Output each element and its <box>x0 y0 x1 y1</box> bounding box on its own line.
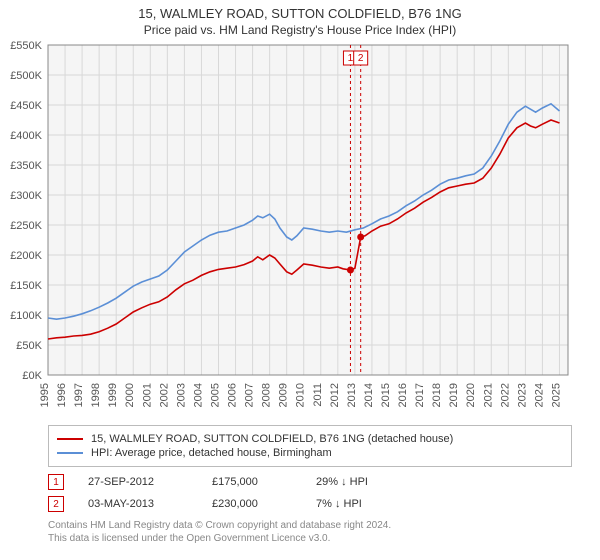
y-tick-label: £350K <box>10 160 42 172</box>
x-tick-label: 2003 <box>175 383 187 407</box>
title-main: 15, WALMLEY ROAD, SUTTON COLDFIELD, B76 … <box>0 6 600 21</box>
x-tick-label: 2004 <box>192 383 204 407</box>
sales-date: 03-MAY-2013 <box>88 498 188 510</box>
sales-price: £175,000 <box>212 476 292 488</box>
x-tick-label: 2021 <box>482 383 494 407</box>
x-tick-label: 2008 <box>261 383 273 407</box>
plot-bg <box>48 45 568 375</box>
footer-line2: This data is licensed under the Open Gov… <box>48 532 572 545</box>
sale-marker-num: 2 <box>358 53 364 64</box>
y-tick-label: £100K <box>10 310 42 322</box>
x-tick-label: 2022 <box>499 383 511 407</box>
x-tick-label: 2001 <box>141 383 153 407</box>
x-tick-label: 2010 <box>295 383 307 407</box>
sales-row: 1 27-SEP-2012 £175,000 29% ↓ HPI <box>48 471 572 493</box>
footer: Contains HM Land Registry data © Crown c… <box>48 519 572 545</box>
sales-row: 2 03-MAY-2013 £230,000 7% ↓ HPI <box>48 493 572 515</box>
x-tick-label: 1995 <box>39 383 51 407</box>
x-tick-label: 2000 <box>124 383 136 407</box>
x-tick-label: 2002 <box>158 383 170 407</box>
sales-date: 27-SEP-2012 <box>88 476 188 488</box>
x-tick-label: 2007 <box>244 383 256 407</box>
chart-svg: £0K £50K £100K £150K £200K £250K £300K £350K £40… <box>0 39 600 419</box>
legend-row: 15, WALMLEY ROAD, SUTTON COLDFIELD, B76 … <box>57 432 563 446</box>
x-tick-label: 2012 <box>329 383 341 407</box>
legend-swatch <box>57 438 83 440</box>
legend-swatch <box>57 452 83 454</box>
x-tick-label: 1999 <box>107 383 119 407</box>
y-tick-label: £200K <box>10 250 42 262</box>
x-tick-label: 2019 <box>448 383 460 407</box>
y-tick-label: £50K <box>16 340 42 352</box>
x-tick-label: 1998 <box>90 383 102 407</box>
x-tick-label: 2015 <box>380 383 392 407</box>
title-sub: Price paid vs. HM Land Registry's House … <box>0 23 600 37</box>
sales-marker: 2 <box>48 496 64 512</box>
x-tick-label: 2016 <box>397 383 409 407</box>
x-tick-label: 2017 <box>414 383 426 407</box>
chart-container: 15, WALMLEY ROAD, SUTTON COLDFIELD, B76 … <box>0 0 600 545</box>
sale-marker-dot <box>347 267 354 274</box>
x-tick-label: 2025 <box>550 383 562 407</box>
y-tick-label: £150K <box>10 280 42 292</box>
x-tick-label: 2023 <box>516 383 528 407</box>
x-tick-label: 2018 <box>431 383 443 407</box>
y-tick-label: £0K <box>22 370 42 382</box>
legend-label: 15, WALMLEY ROAD, SUTTON COLDFIELD, B76 … <box>91 433 453 445</box>
x-tick-label: 2013 <box>346 383 358 407</box>
sales-marker: 1 <box>48 474 64 490</box>
y-tick-label: £400K <box>10 130 42 142</box>
sales-price: £230,000 <box>212 498 292 510</box>
y-tick-label: £250K <box>10 220 42 232</box>
x-tick-label: 2020 <box>465 383 477 407</box>
legend-label: HPI: Average price, detached house, Birm… <box>91 447 332 459</box>
sales-delta: 29% ↓ HPI <box>316 476 368 488</box>
legend: 15, WALMLEY ROAD, SUTTON COLDFIELD, B76 … <box>48 425 572 467</box>
x-tick-label: 1996 <box>56 383 68 407</box>
x-tick-label: 2011 <box>312 383 324 407</box>
y-tick-label: £300K <box>10 190 42 202</box>
sales-table: 1 27-SEP-2012 £175,000 29% ↓ HPI 2 03-MAY-201… <box>48 471 572 515</box>
x-tick-label: 2009 <box>278 383 290 407</box>
footer-line1: Contains HM Land Registry data © Crown c… <box>48 519 572 532</box>
title-block: 15, WALMLEY ROAD, SUTTON COLDFIELD, B76 … <box>0 0 600 39</box>
x-tick-label: 1997 <box>73 383 85 407</box>
x-tick-label: 2006 <box>227 383 239 407</box>
legend-row: HPI: Average price, detached house, Birm… <box>57 446 563 460</box>
sale-marker-dot <box>357 234 364 241</box>
x-tick-label: 2014 <box>363 383 375 407</box>
y-tick-label: £550K <box>10 40 42 52</box>
y-tick-label: £500K <box>10 70 42 82</box>
y-tick-label: £450K <box>10 100 42 112</box>
sale-marker-num: 1 <box>348 53 354 64</box>
x-tick-label: 2005 <box>209 383 221 407</box>
x-tick-label: 2024 <box>533 383 545 407</box>
sales-delta: 7% ↓ HPI <box>316 498 362 510</box>
